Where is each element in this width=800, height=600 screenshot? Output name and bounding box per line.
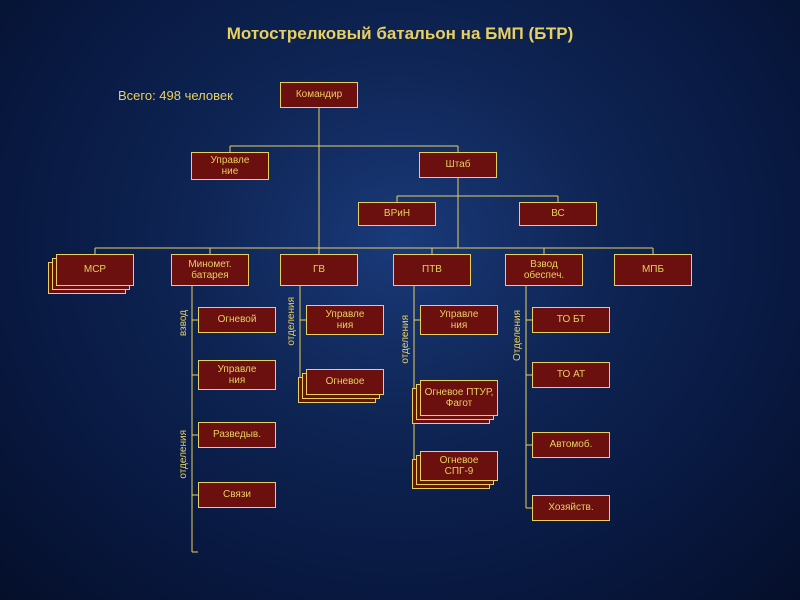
node-ognevoe-gv: Огневое [306,369,384,395]
node-svyazi: Связи [198,482,276,508]
node-shtab: Штаб [419,152,497,178]
node-ognevoi: Огневой [198,307,276,333]
node-to-at: ТО АТ [532,362,610,388]
node-to-bt: ТО БТ [532,307,610,333]
node-upr-ptv: Управле ния [420,305,498,335]
node-komandir: Командир [280,82,358,108]
vlabel-otdel-obesp: Отделения [512,310,523,361]
node-upr-min: Управле ния [198,360,276,390]
vlabel-otdel-ptv: отделения [400,315,411,364]
node-vrin: ВРиН [358,202,436,226]
node-razvedyv: Разведыв. [198,422,276,448]
node-ogn-ptur: Огневое ПТУР, Фагот [420,380,498,416]
node-vzvod-obesp: Взвод обеспеч. [505,254,583,286]
subtitle: Всего: 498 человек [118,88,233,103]
node-vs: ВС [519,202,597,226]
node-hozyaistv: Хозяйств. [532,495,610,521]
node-msr: МСР [56,254,134,286]
node-minomet: Миномет. батарея [171,254,249,286]
vlabel-otdel-gv: отделения [286,297,297,346]
vlabel-otdel-min: отделения [178,430,189,479]
node-upr-gv: Управле ния [306,305,384,335]
node-upravlenie-top: Управле ние [191,152,269,180]
node-ptv: ПТВ [393,254,471,286]
node-ogn-spg: Огневое СПГ-9 [420,451,498,481]
node-avtomob: Автомоб. [532,432,610,458]
node-gv: ГВ [280,254,358,286]
node-mpb: МПБ [614,254,692,286]
page-title: Мотострелковый батальон на БМП (БТР) [0,24,800,44]
vlabel-vzvod: взвод [178,310,189,336]
